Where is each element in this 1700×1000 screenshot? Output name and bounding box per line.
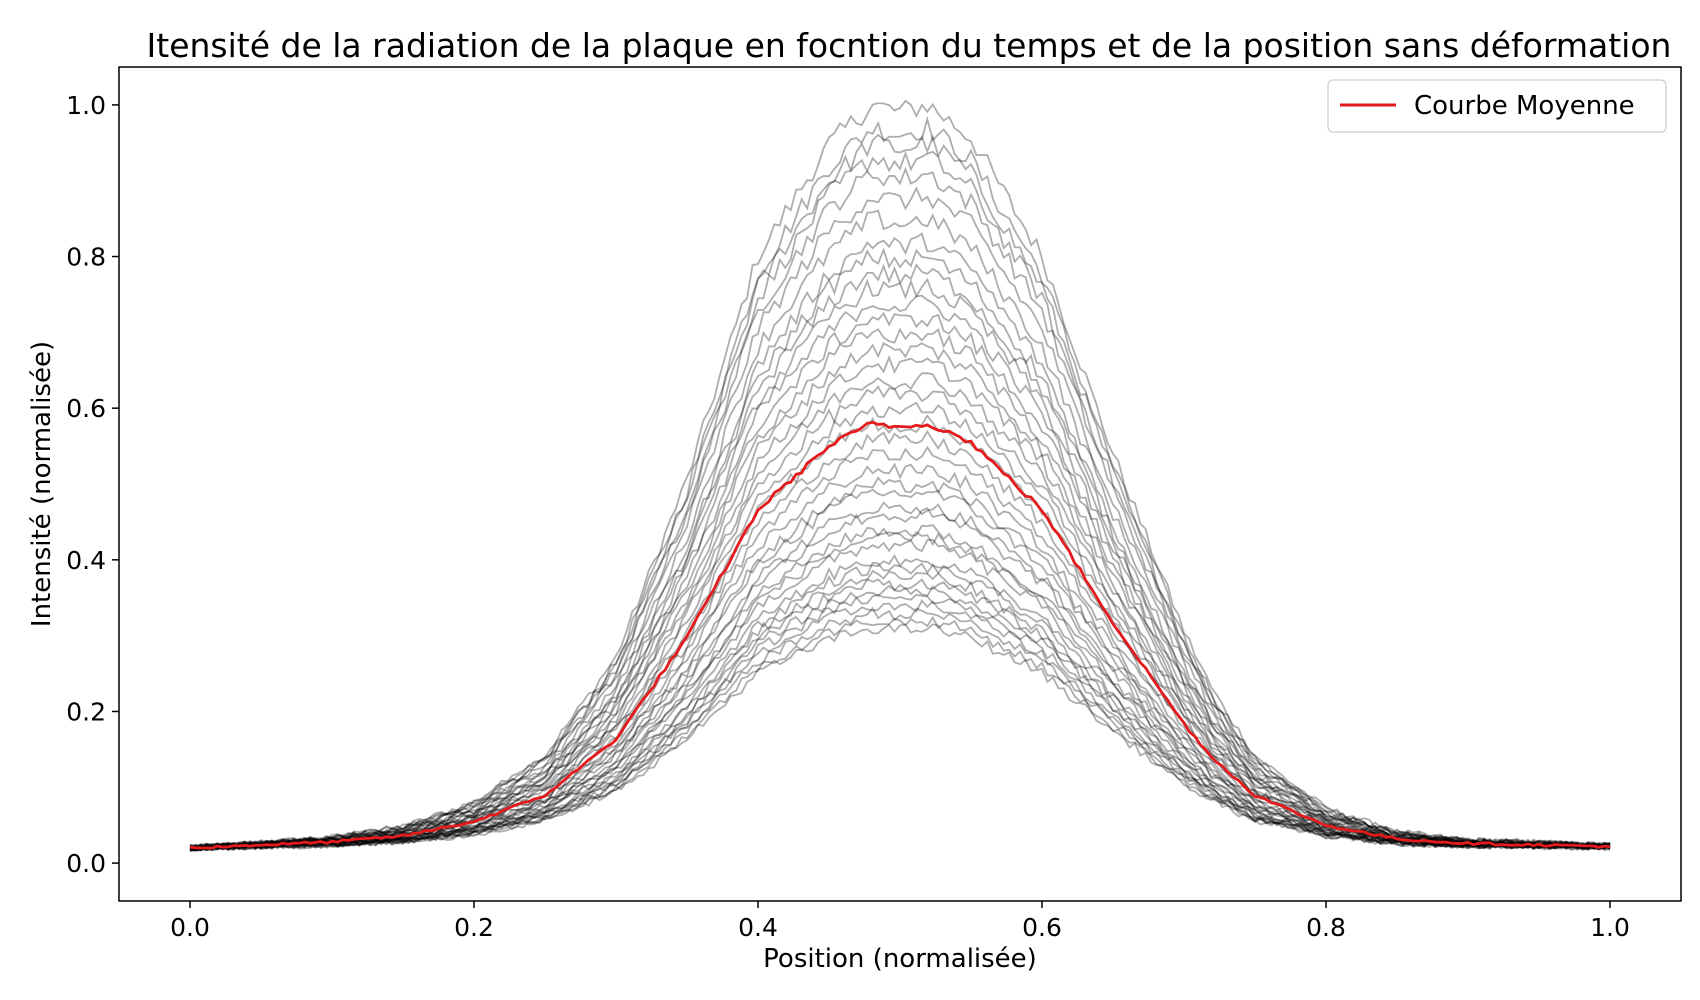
- individual-curve: [189, 530, 1611, 851]
- mean-curve-group: [189, 420, 1611, 850]
- individual-curve: [189, 232, 1611, 852]
- individual-curve: [189, 385, 1611, 851]
- x-tick-label: 0.4: [738, 913, 778, 942]
- individual-curve: [189, 615, 1611, 852]
- individual-curve: [189, 623, 1611, 852]
- individual-curve: [189, 599, 1611, 852]
- individual-curve: [189, 372, 1611, 851]
- y-tick-label: 1.0: [66, 91, 106, 120]
- y-axis-ticks: 0.0 0.2 0.4 0.6 0.8 1.0: [66, 91, 119, 878]
- individual-curve: [189, 150, 1611, 852]
- individual-curve: [189, 507, 1611, 851]
- chart-title: Itensité de la radiation de la plaque en…: [147, 26, 1672, 65]
- individual-curve: [189, 476, 1611, 852]
- individual-curve: [189, 569, 1611, 852]
- x-tick-label: 0.0: [170, 913, 210, 942]
- individual-curve: [189, 462, 1611, 851]
- individual-curve: [189, 554, 1611, 851]
- legend-label-courbe-moyenne: Courbe Moyenne: [1414, 91, 1635, 121]
- individual-curve: [189, 488, 1611, 850]
- individual-curve: [189, 524, 1611, 852]
- individual-curve: [189, 327, 1611, 851]
- y-tick-label: 0.8: [66, 243, 106, 272]
- individual-curve: [189, 263, 1611, 851]
- y-tick-label: 0.6: [66, 394, 106, 423]
- x-tick-label: 0.2: [454, 913, 494, 942]
- individual-curve: [189, 445, 1611, 852]
- y-tick-label: 0.0: [66, 849, 106, 878]
- individual-curve: [189, 115, 1611, 851]
- individual-curve: [189, 538, 1611, 852]
- y-axis-label: Intensité (normalisée): [27, 341, 57, 627]
- individual-curve: [189, 294, 1611, 852]
- individual-curve: [189, 606, 1611, 851]
- individual-curve: [189, 584, 1611, 851]
- individual-curve: [189, 429, 1611, 851]
- plot-frame: [118, 66, 1682, 902]
- individual-curve: [189, 578, 1611, 852]
- y-tick-label: 0.4: [66, 546, 106, 575]
- individual-curve: [189, 247, 1611, 852]
- individual-curve: [189, 561, 1611, 851]
- individual-curve: [189, 166, 1611, 852]
- legend: Courbe Moyenne: [1327, 79, 1667, 133]
- individual-curves: [189, 99, 1611, 852]
- individual-curve: [189, 186, 1611, 850]
- individual-curve: [189, 311, 1611, 851]
- individual-curve: [189, 593, 1611, 851]
- legend-box: [1327, 79, 1667, 133]
- individual-curve: [189, 133, 1611, 851]
- x-axis-ticks: 0.0 0.2 0.4 0.6 0.8 1.0: [170, 901, 1630, 942]
- x-tick-label: 0.6: [1022, 913, 1062, 942]
- x-tick-label: 1.0: [1590, 913, 1630, 942]
- x-tick-label: 0.8: [1306, 913, 1346, 942]
- individual-curve: [189, 501, 1611, 851]
- x-axis-label: Position (normalisée): [763, 944, 1037, 974]
- mean-curve: [189, 420, 1611, 850]
- individual-curve: [189, 277, 1611, 851]
- y-tick-label: 0.2: [66, 697, 106, 726]
- individual-curve: [189, 99, 1611, 850]
- individual-curve: [189, 209, 1611, 852]
